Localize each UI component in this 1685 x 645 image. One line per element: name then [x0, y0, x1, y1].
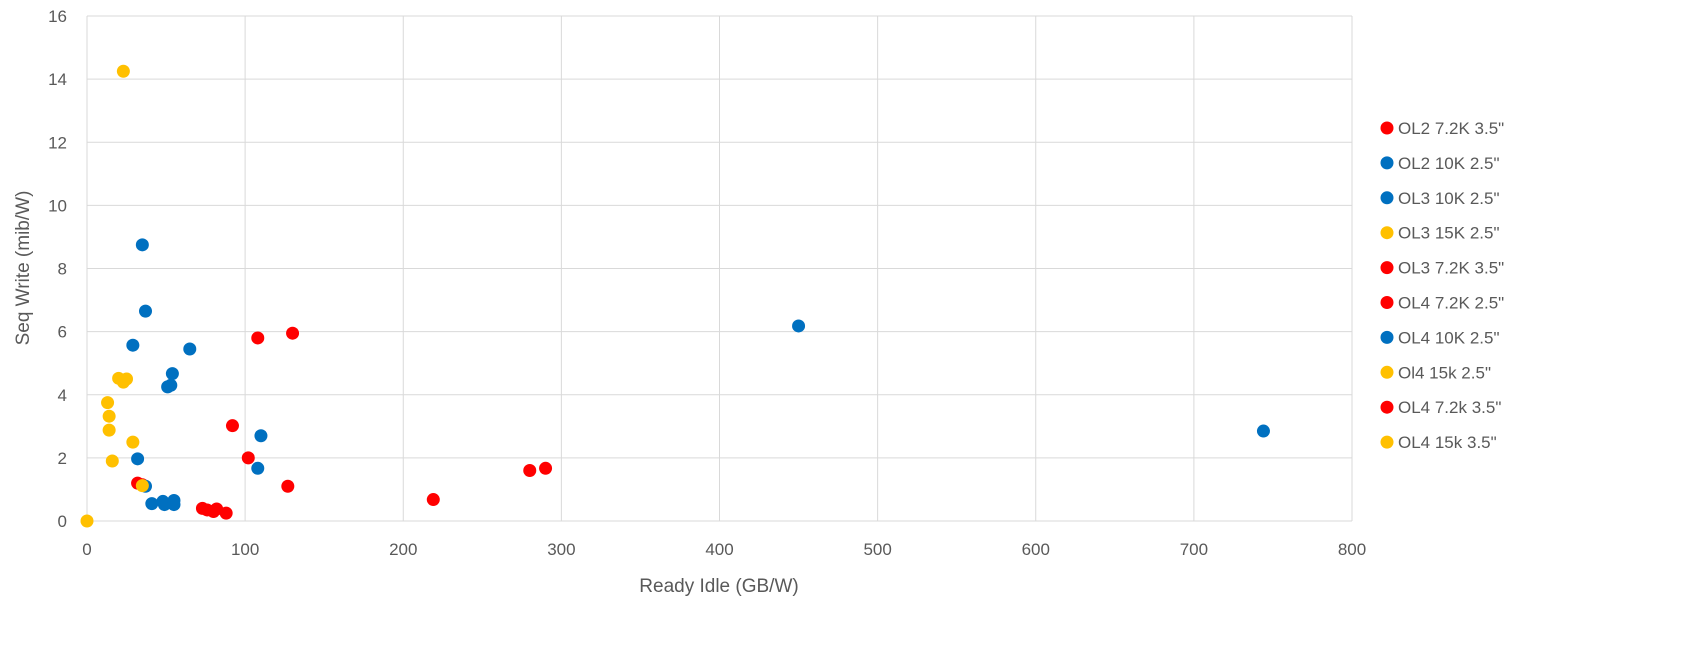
- legend-marker: [1380, 330, 1394, 344]
- y-tick-label: 8: [58, 260, 67, 279]
- y-tick-label: 2: [58, 449, 67, 468]
- gridlines: [86, 15, 1353, 522]
- x-tick-label: 400: [705, 540, 733, 559]
- data-point: [145, 497, 159, 511]
- legend-label: OL4 15k 3.5": [1398, 433, 1497, 452]
- data-point: [219, 506, 233, 520]
- data-point: [105, 454, 119, 468]
- legend-label: OL4 7.2K 2.5": [1398, 294, 1504, 313]
- legend-label: OL3 7.2K 3.5": [1398, 259, 1504, 278]
- data-point: [126, 338, 140, 352]
- data-point: [1256, 424, 1270, 438]
- x-axis-label: Ready Idle (GB/W): [639, 576, 798, 597]
- data-point: [131, 452, 145, 466]
- data-point: [251, 331, 265, 345]
- data-point: [102, 423, 116, 437]
- legend-label: OL2 7.2K 3.5": [1398, 119, 1504, 138]
- x-tick-label: 500: [863, 540, 891, 559]
- data-point: [126, 435, 140, 449]
- x-tick-label: 300: [547, 540, 575, 559]
- y-axis-ticks: 0 2 4 6 8 10 12 14 16: [48, 7, 67, 531]
- data-point: [102, 409, 116, 423]
- legend-marker: [1380, 191, 1394, 205]
- data-point: [135, 238, 149, 252]
- legend-marker: [1380, 400, 1394, 414]
- data-point: [183, 342, 197, 356]
- data-point: [116, 375, 130, 389]
- data-point: [426, 493, 440, 507]
- data-point: [165, 367, 179, 381]
- data-points: [80, 64, 1270, 528]
- data-point: [225, 419, 239, 433]
- legend-label: OL2 10K 2.5": [1398, 154, 1500, 173]
- data-point: [523, 464, 537, 477]
- data-point: [139, 304, 153, 318]
- data-point: [254, 429, 268, 443]
- data-point: [167, 498, 181, 512]
- legend: OL2 7.2K 3.5" OL2 10K 2.5" OL3 10K 2.5" OL3…: [1380, 119, 1504, 452]
- data-point: [241, 451, 255, 465]
- data-point: [135, 479, 149, 493]
- y-axis-label: Seq Write (mib/W): [13, 191, 34, 346]
- x-tick-label: 200: [389, 540, 417, 559]
- data-point: [281, 479, 295, 493]
- legend-marker: [1380, 226, 1394, 240]
- legend-label: OL3 10K 2.5": [1398, 189, 1500, 208]
- y-tick-label: 0: [58, 512, 67, 531]
- y-tick-label: 6: [58, 323, 67, 342]
- x-tick-label: 700: [1180, 540, 1208, 559]
- legend-label: Ol4 15k 2.5": [1398, 363, 1491, 382]
- x-tick-label: 600: [1022, 540, 1050, 559]
- legend-marker: [1380, 296, 1394, 309]
- legend-marker: [1380, 435, 1394, 449]
- legend-marker: [1380, 121, 1394, 135]
- y-tick-label: 12: [48, 133, 67, 152]
- data-point: [80, 514, 94, 528]
- y-tick-label: 14: [48, 70, 67, 89]
- data-point: [101, 396, 115, 410]
- legend-label: OL4 10K 2.5": [1398, 328, 1500, 347]
- x-tick-label: 100: [231, 540, 259, 559]
- y-tick-label: 10: [48, 196, 67, 215]
- legend-marker: [1380, 156, 1394, 170]
- data-point: [286, 326, 300, 340]
- x-axis-ticks: 0 100 200 300 400 500 600 700 800: [82, 540, 1366, 559]
- x-tick-label: 800: [1338, 540, 1366, 559]
- data-point: [792, 319, 806, 333]
- data-point: [161, 380, 175, 394]
- legend-marker: [1380, 261, 1394, 275]
- data-point: [539, 461, 553, 475]
- y-tick-label: 16: [48, 7, 67, 26]
- y-tick-label: 4: [58, 386, 67, 405]
- legend-marker: [1380, 365, 1394, 379]
- legend-label: OL3 15K 2.5": [1398, 224, 1500, 243]
- data-point: [251, 461, 265, 475]
- legend-label: OL4 7.2k 3.5": [1398, 398, 1501, 417]
- data-point: [116, 64, 130, 78]
- x-tick-label: 0: [82, 540, 91, 559]
